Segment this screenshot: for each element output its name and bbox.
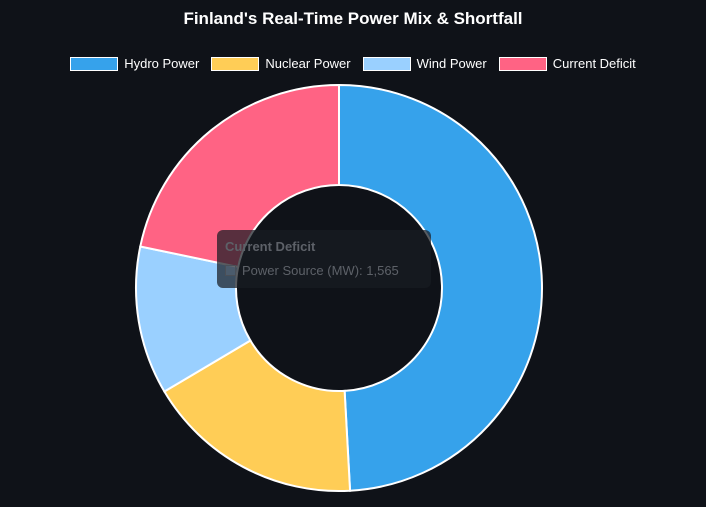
tooltip-color-box (225, 265, 236, 276)
tooltip-title: Current Deficit (225, 239, 316, 254)
donut-slice-current-deficit[interactable] (139, 83, 340, 269)
legend-label-current-deficit: Current Deficit (552, 56, 636, 71)
legend-item-wind-power[interactable]: Wind Power (362, 56, 487, 71)
legend-swatch-wind-power (362, 56, 411, 71)
legend-label-wind-power: Wind Power (416, 56, 487, 71)
tooltip: Current Deficit Power Source (MW): 1,565 (217, 230, 431, 288)
legend: Hydro Power Nuclear Power Wind Power Cur… (0, 56, 706, 71)
legend-swatch-current-deficit (498, 56, 547, 71)
legend-item-current-deficit[interactable]: Current Deficit (498, 56, 636, 71)
legend-label-nuclear-power: Nuclear Power (265, 56, 351, 71)
chart-title: Finland's Real-Time Power Mix & Shortfal… (183, 9, 523, 28)
donut-slice-hydro-power[interactable] (338, 83, 544, 492)
legend-label-hydro-power: Hydro Power (124, 56, 200, 71)
legend-swatch-nuclear-power (211, 56, 260, 71)
legend-swatch-hydro-power (70, 56, 119, 71)
legend-item-hydro-power[interactable]: Hydro Power (70, 56, 199, 71)
legend-item-nuclear-power[interactable]: Nuclear Power (211, 56, 351, 71)
tooltip-label: Power Source (MW): 1,565 (242, 263, 399, 278)
donut-slice-nuclear-power[interactable] (163, 339, 352, 492)
